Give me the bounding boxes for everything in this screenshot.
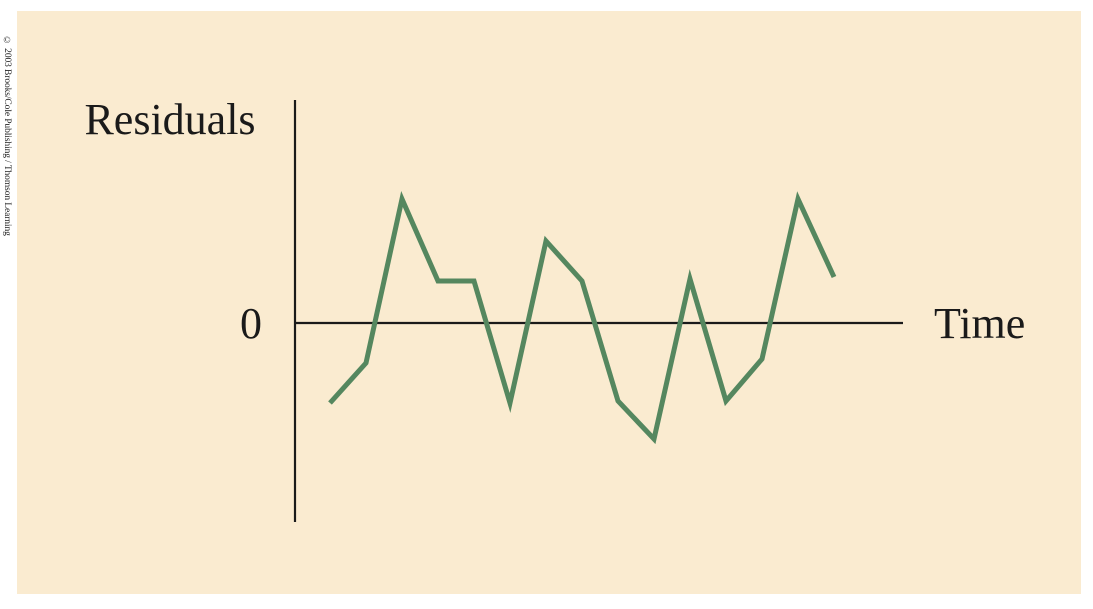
copyright-notice: © 2003 Brooks/Cole Publishing / Thomson … [2,36,12,236]
y-axis-label: Residuals [84,95,255,144]
series-layer [328,190,837,445]
y-tick-label: 0 [240,299,262,348]
residual-series-line [328,190,837,445]
labels-layer: Residuals Time 0 [84,95,1025,348]
x-axis-label: Time [934,299,1025,348]
chart-panel [17,11,1081,594]
chart-axes [293,100,903,522]
